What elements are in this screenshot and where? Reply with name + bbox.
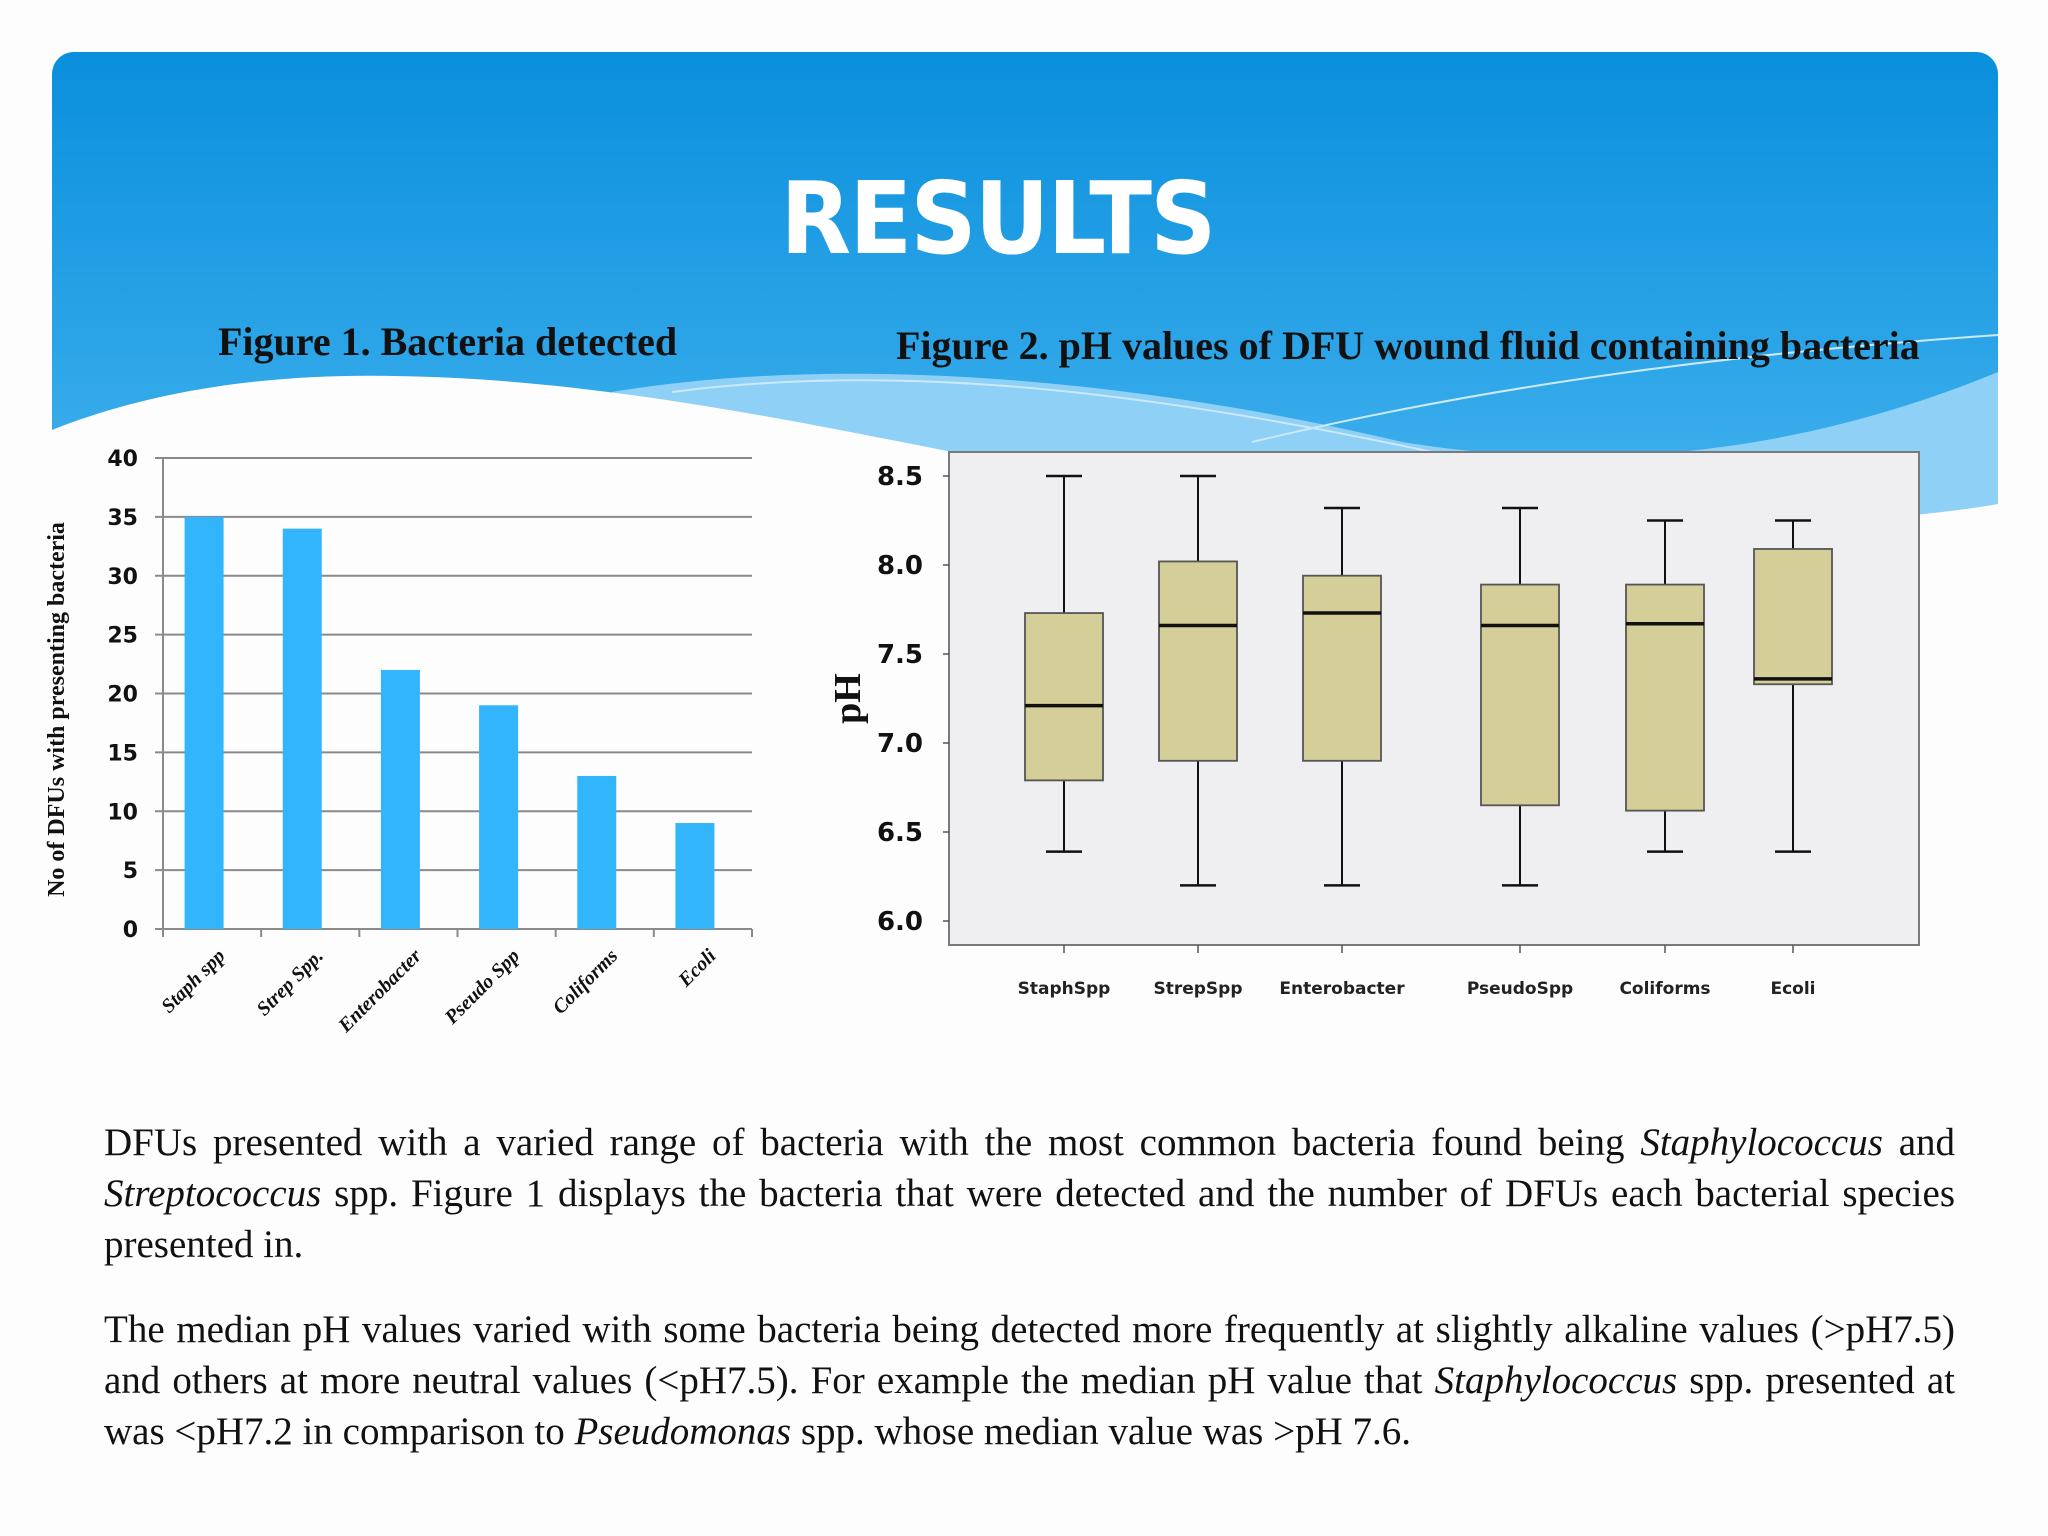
paragraph-text: and — [1882, 1121, 1955, 1164]
bar — [380, 669, 420, 929]
x-category-label: Staph spp — [157, 945, 230, 1018]
italic-species-name: Staphylococcus — [1640, 1121, 1883, 1164]
y-tick-label: 6.5 — [877, 818, 923, 848]
iqr-box — [1024, 612, 1104, 782]
paragraph-text: spp. Figure 1 displays the bacteria that… — [104, 1172, 1955, 1266]
iqr-box — [1625, 583, 1705, 812]
y-tick-label: 8.5 — [877, 462, 923, 492]
italic-species-name: Streptococcus — [104, 1172, 322, 1215]
paragraph-text: The median pH values varied with some ba… — [104, 1308, 1955, 1402]
y-tick-label: 5 — [123, 859, 138, 884]
figure2-title: Figure 2. pH values of DFU wound fluid c… — [896, 323, 1920, 368]
paragraph-text: DFUs presented with a varied range of ba… — [104, 1121, 1641, 1164]
y-tick-label: 35 — [107, 506, 138, 531]
results-paragraph-1: DFUs presented with a varied range of ba… — [104, 1117, 1955, 1270]
y-tick-label: 15 — [107, 741, 138, 766]
bar — [577, 775, 617, 929]
box-plot-svg: 6.0 6.5 7.0 7.5 8.0 8.5 pH StaphSpp StrepSpp Ente… — [827, 451, 1920, 999]
slide-title: RESULTS — [780, 160, 1216, 277]
bar — [184, 516, 224, 929]
y-tick-label: 6.0 — [877, 907, 923, 937]
plot-frame — [948, 451, 1920, 946]
italic-species-name: Pseudomonas — [574, 1410, 792, 1453]
iqr-box — [1158, 560, 1238, 762]
x-category-label: Ecoli — [674, 945, 721, 992]
bar — [479, 705, 519, 929]
figure1-title: Figure 1. Bacteria detected — [218, 319, 678, 364]
x-category-label: StaphSpp — [1018, 979, 1111, 999]
y-tick-label: 10 — [107, 800, 138, 825]
y-tick-label: 25 — [107, 624, 138, 649]
x-category-label: Pseudo Spp — [440, 945, 524, 1029]
x-category-label: Enterobacter — [1279, 979, 1405, 999]
y-axis-label: No of DFUs with presenting bacteria — [44, 522, 70, 897]
paragraph-text: spp. whose median value was >pH 7.6. — [791, 1410, 1411, 1453]
bar — [675, 823, 715, 929]
x-category-label: PseudoSpp — [1467, 979, 1573, 999]
y-tick-label: 30 — [107, 565, 138, 590]
y-tick-label: 7.0 — [877, 729, 923, 759]
iqr-box — [1753, 548, 1833, 686]
x-category-label: Enterobacter — [333, 945, 426, 1038]
y-tick-label: 40 — [107, 447, 138, 472]
italic-species-name: Staphylococcus — [1434, 1359, 1678, 1402]
figure2-box-plot: 6.0 6.5 7.0 7.5 8.0 8.5 pH StaphSpp StrepSpp Ente… — [780, 440, 1940, 1020]
x-category-label: Ecoli — [1770, 979, 1815, 999]
bar — [282, 528, 322, 929]
x-category-label: Coliforms — [549, 945, 623, 1019]
iqr-box — [1480, 583, 1560, 807]
iqr-box — [1302, 574, 1382, 762]
y-axis-label: pH — [827, 673, 869, 724]
results-paragraph-2: The median pH values varied with some ba… — [104, 1304, 1955, 1457]
y-tick-label: 20 — [107, 683, 138, 708]
x-category-label: Coliforms — [1619, 979, 1710, 999]
figure1-bar-chart: 0 5 10 15 20 25 30 35 40 Staph spp Strep Spp. Enter… — [0, 430, 800, 1070]
y-tick-label: 8.0 — [877, 551, 923, 581]
x-category-label: Strep Spp. — [253, 945, 328, 1020]
x-category-label: StrepSpp — [1153, 979, 1242, 999]
bar-chart-svg: 0 5 10 15 20 25 30 35 40 Staph spp Strep Spp. Enter… — [44, 447, 753, 1038]
y-tick-label: 0 — [123, 918, 138, 943]
y-tick-label: 7.5 — [877, 640, 923, 670]
paragraph-text: spp. presented at was <pH7.2 in comparis… — [104, 1359, 1955, 1453]
